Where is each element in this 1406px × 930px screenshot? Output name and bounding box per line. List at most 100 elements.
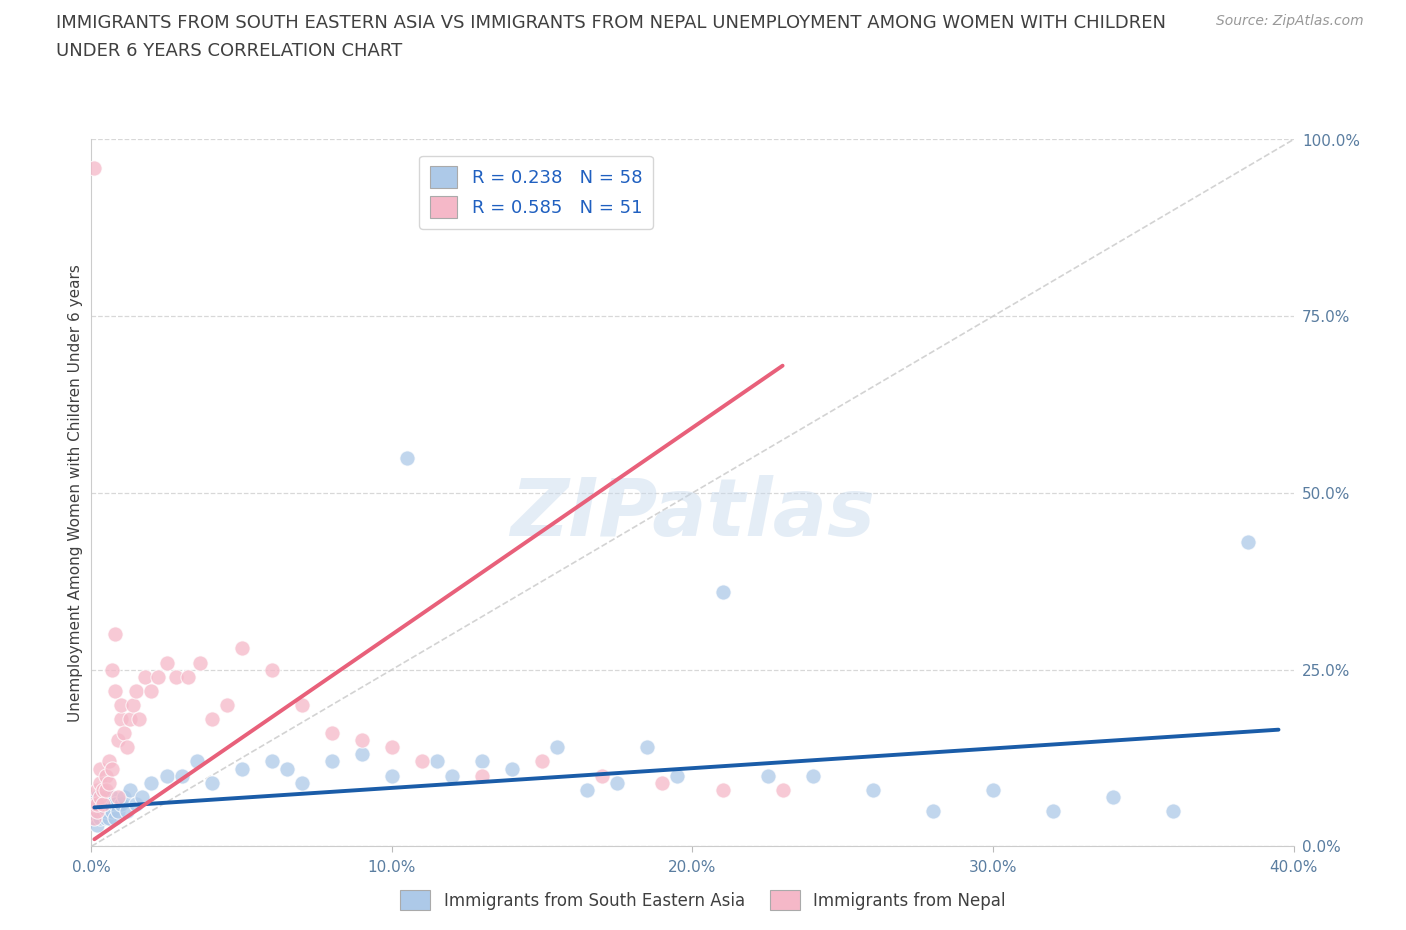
Point: [170, 768, 193, 783]
Point: [89, 811, 111, 826]
Point: [120, 711, 142, 726]
Point: [104, 796, 127, 811]
Point: [141, 776, 163, 790]
Point: [426, 754, 449, 769]
Point: [471, 754, 494, 769]
Point: [1042, 804, 1064, 818]
Point: [321, 725, 343, 740]
Point: [201, 776, 224, 790]
Point: [1161, 804, 1184, 818]
Point: [862, 782, 884, 797]
Point: [276, 761, 298, 776]
Point: [104, 684, 127, 698]
Legend: Immigrants from South Eastern Asia, Immigrants from Nepal: Immigrants from South Eastern Asia, Immi…: [394, 884, 1012, 917]
Point: [107, 790, 129, 804]
Point: [801, 768, 824, 783]
Point: [134, 670, 156, 684]
Point: [636, 740, 658, 755]
Point: [440, 768, 463, 783]
Point: [122, 698, 145, 712]
Point: [101, 804, 124, 818]
Point: [86, 790, 108, 804]
Point: [186, 754, 208, 769]
Point: [260, 754, 283, 769]
Point: [1237, 535, 1260, 550]
Point: [125, 796, 148, 811]
Point: [110, 698, 132, 712]
Point: [291, 776, 314, 790]
Point: [981, 782, 1004, 797]
Point: [98, 796, 121, 811]
Point: [83, 796, 105, 811]
Point: [110, 796, 132, 811]
Point: [110, 711, 132, 726]
Point: [291, 698, 314, 712]
Point: [89, 804, 111, 818]
Point: [93, 782, 115, 797]
Point: [711, 782, 734, 797]
Point: [86, 796, 108, 811]
Point: [107, 733, 129, 748]
Point: [651, 776, 673, 790]
Point: [89, 761, 111, 776]
Point: [104, 627, 127, 642]
Point: [96, 811, 118, 826]
Point: [107, 804, 129, 818]
Point: [922, 804, 945, 818]
Point: [201, 711, 224, 726]
Point: [86, 782, 108, 797]
Point: [93, 796, 115, 811]
Point: [395, 450, 418, 465]
Point: [114, 725, 136, 740]
Point: [114, 790, 136, 804]
Point: [1102, 790, 1125, 804]
Point: [188, 655, 211, 670]
Text: Source: ZipAtlas.com: Source: ZipAtlas.com: [1216, 14, 1364, 28]
Point: [117, 740, 139, 755]
Point: [83, 811, 105, 826]
Point: [89, 790, 111, 804]
Point: [117, 804, 139, 818]
Point: [83, 160, 105, 175]
Point: [86, 804, 108, 818]
Point: [131, 790, 153, 804]
Text: ZIPatlas: ZIPatlas: [510, 475, 875, 553]
Y-axis label: Unemployment Among Women with Children Under 6 years: Unemployment Among Women with Children U…: [67, 264, 83, 722]
Point: [104, 811, 127, 826]
Point: [546, 740, 568, 755]
Point: [86, 804, 108, 818]
Point: [471, 768, 494, 783]
Point: [96, 768, 118, 783]
Point: [101, 662, 124, 677]
Point: [350, 747, 373, 762]
Point: [231, 761, 253, 776]
Point: [756, 768, 779, 783]
Point: [98, 754, 121, 769]
Point: [98, 811, 121, 826]
Point: [155, 768, 177, 783]
Text: IMMIGRANTS FROM SOUTH EASTERN ASIA VS IMMIGRANTS FROM NEPAL UNEMPLOYMENT AMONG W: IMMIGRANTS FROM SOUTH EASTERN ASIA VS IM…: [56, 14, 1166, 32]
Point: [381, 768, 404, 783]
Point: [96, 804, 118, 818]
Point: [231, 641, 253, 656]
Point: [93, 804, 115, 818]
Point: [128, 711, 150, 726]
Point: [260, 662, 283, 677]
Point: [591, 768, 613, 783]
Point: [215, 698, 238, 712]
Point: [531, 754, 554, 769]
Point: [89, 776, 111, 790]
Point: [146, 670, 169, 684]
Point: [155, 655, 177, 670]
Point: [350, 733, 373, 748]
Point: [89, 796, 111, 811]
Point: [772, 782, 794, 797]
Point: [120, 782, 142, 797]
Point: [576, 782, 599, 797]
Point: [501, 761, 523, 776]
Point: [101, 761, 124, 776]
Point: [176, 670, 198, 684]
Text: UNDER 6 YEARS CORRELATION CHART: UNDER 6 YEARS CORRELATION CHART: [56, 42, 402, 60]
Point: [83, 811, 105, 826]
Point: [666, 768, 689, 783]
